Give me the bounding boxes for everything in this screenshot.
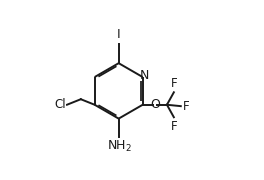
Text: Cl: Cl — [55, 98, 66, 111]
Text: F: F — [171, 77, 178, 90]
Text: F: F — [171, 120, 178, 133]
Text: N: N — [140, 69, 149, 82]
Text: I: I — [117, 28, 120, 41]
Text: NH$_2$: NH$_2$ — [107, 139, 132, 154]
Text: O: O — [150, 98, 160, 111]
Text: F: F — [183, 100, 190, 113]
